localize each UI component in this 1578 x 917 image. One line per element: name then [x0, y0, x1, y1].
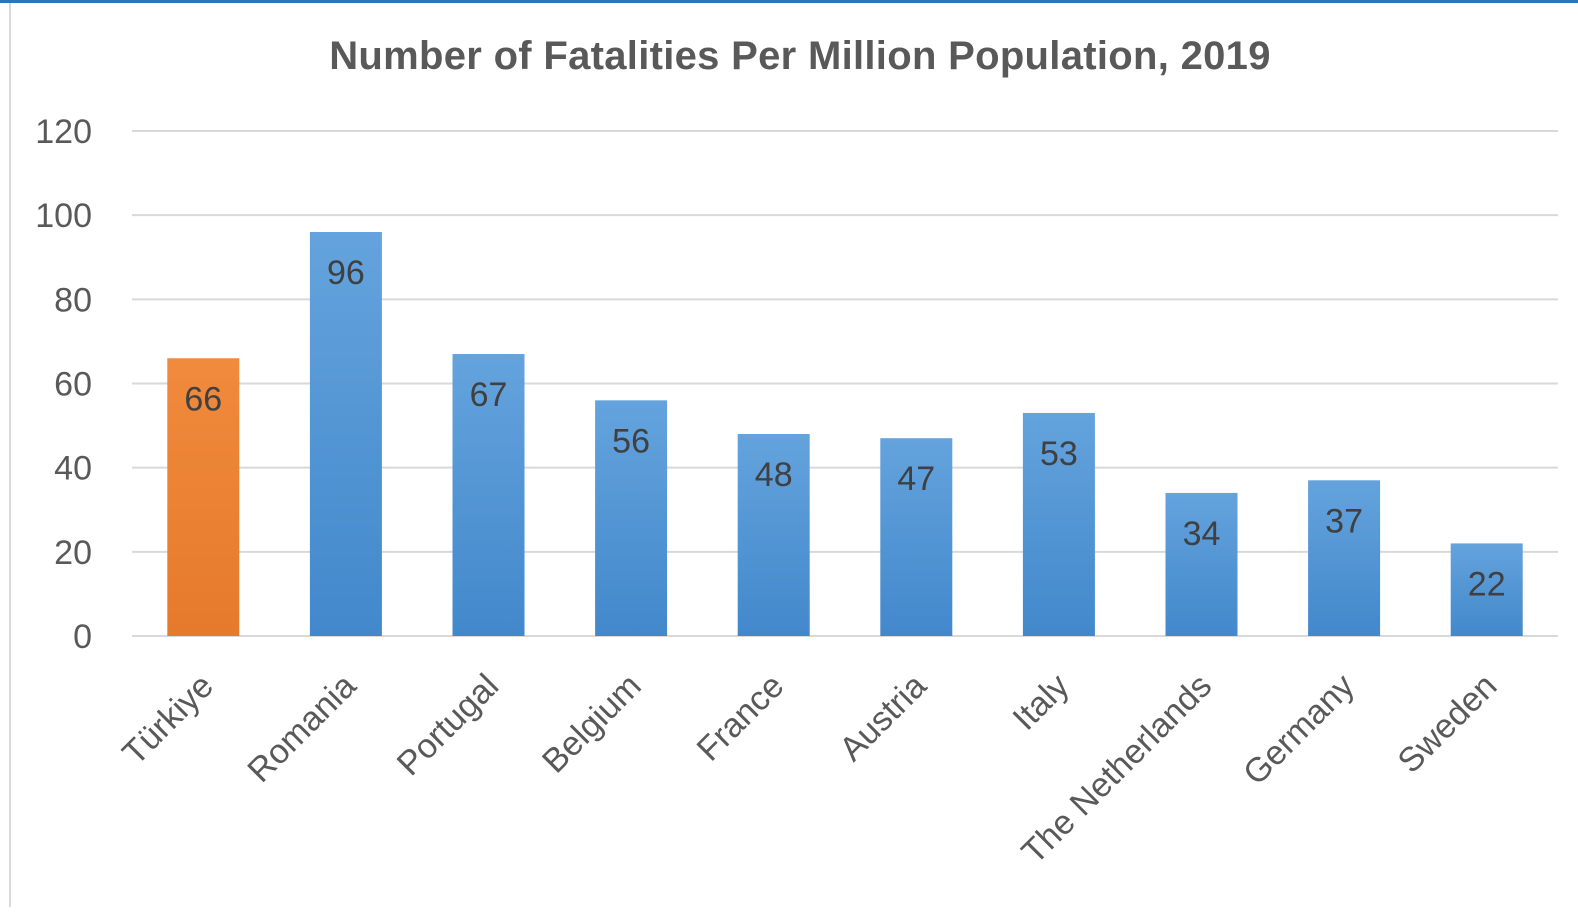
category-label-germany: Germany	[1236, 667, 1362, 793]
y-tick-label-120: 120	[35, 113, 92, 151]
data-labels: 66 96 67 56 48 47 53 34 37 22	[184, 254, 1505, 603]
data-label-romania: 96	[327, 254, 365, 292]
bar-italy	[1022, 412, 1095, 636]
category-labels: Türkiye Romania Portugal Belgium France Austr…	[115, 667, 1504, 872]
data-label-sweden: 22	[1468, 565, 1506, 603]
category-label-belgium: Belgium	[535, 667, 649, 781]
y-tick-label-100: 100	[35, 197, 92, 235]
data-label-portugal: 67	[470, 376, 508, 414]
bar-romania	[309, 232, 382, 636]
category-label-portugal: Portugal	[390, 667, 506, 783]
bar-portugal	[452, 354, 525, 636]
category-label-turkiye: Türkiye	[115, 667, 221, 773]
y-tick-label-80: 80	[54, 281, 92, 319]
bar-turkiye	[167, 358, 240, 636]
data-label-austria: 47	[897, 460, 935, 498]
y-tick-label-20: 20	[54, 534, 92, 572]
y-tick-label-40: 40	[54, 450, 92, 488]
bar-germany	[1308, 480, 1381, 636]
bar-the-netherlands	[1165, 492, 1238, 636]
data-label-belgium: 56	[612, 422, 650, 460]
chart-title: Number of Fatalities Per Million Populat…	[329, 34, 1271, 78]
data-label-germany: 37	[1325, 502, 1363, 540]
y-tick-label-0: 0	[73, 618, 92, 656]
bar-france	[737, 434, 810, 636]
data-label-italy: 53	[1040, 435, 1078, 473]
category-label-sweden: Sweden	[1391, 667, 1505, 781]
y-axis-ticks: 0 20 40 60 80 100 120	[35, 113, 92, 656]
category-label-italy: Italy	[1006, 667, 1077, 738]
bar-sweden	[1450, 543, 1523, 636]
category-label-romania: Romania	[240, 667, 363, 790]
data-label-turkiye: 66	[184, 380, 222, 418]
y-tick-label-60: 60	[54, 366, 92, 404]
data-label-the-netherlands: 34	[1183, 515, 1221, 553]
data-label-france: 48	[755, 456, 793, 494]
category-label-austria: Austria	[832, 667, 934, 769]
category-label-france: France	[690, 667, 792, 769]
bar-belgium	[595, 400, 668, 636]
bars	[167, 232, 1523, 636]
bar-austria	[880, 438, 953, 636]
